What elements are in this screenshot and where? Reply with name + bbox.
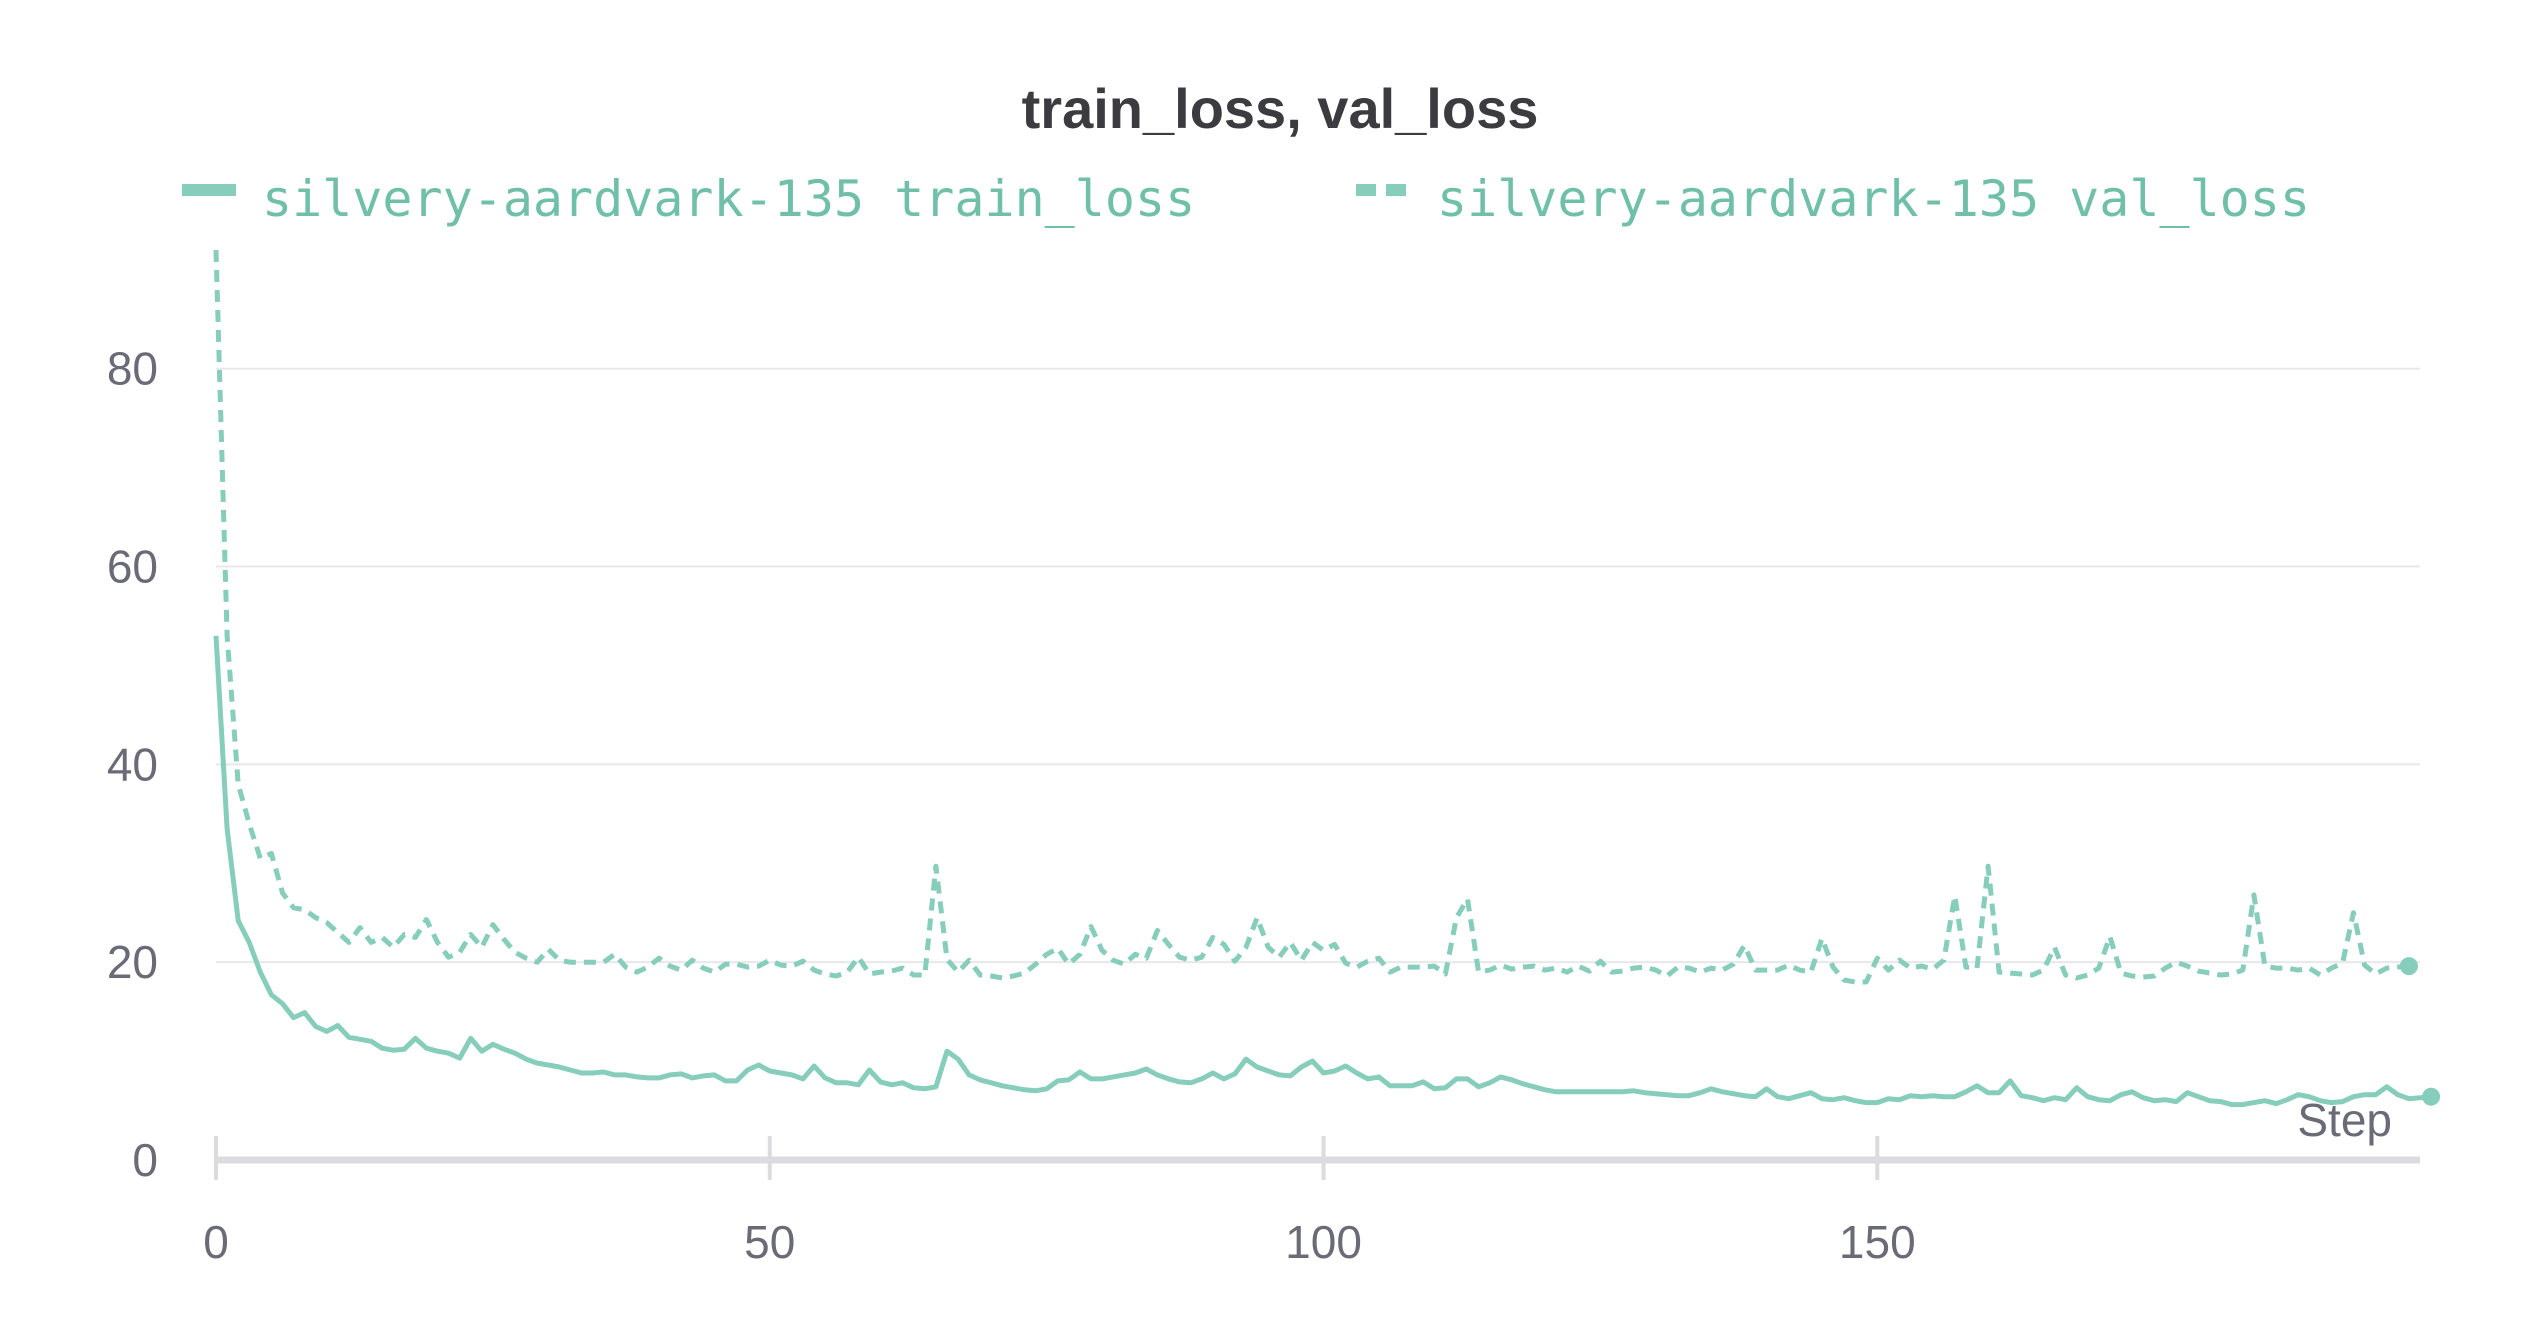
x-axis-ticks: 0 50 100 150 [203,1136,1916,1268]
y-tick-label: 20 [107,936,158,988]
legend-label-val-loss: silvery-aardvark-135 val_loss [1437,170,2310,228]
x-tick-label: 0 [203,1216,229,1268]
x-tick-label: 150 [1839,1216,1916,1268]
series-line-train-loss [213,635,2432,1108]
y-tick-label: 0 [132,1134,158,1186]
y-tick-label: 60 [107,541,158,593]
series-lines [213,249,2441,1108]
y-axis-ticks: 0 20 40 60 80 [107,343,158,1186]
series-line-val-loss [213,249,2410,985]
legend-item-val-loss[interactable]: silvery-aardvark-135 val_loss [1356,170,2310,228]
legend-label-train-loss: silvery-aardvark-135 train_loss [262,170,1195,228]
grid-lines [216,367,2420,964]
series-endpoint-train-loss [2422,1087,2441,1106]
x-tick-label: 50 [744,1216,795,1268]
legend-item-train-loss[interactable]: silvery-aardvark-135 train_loss [182,170,1195,228]
chart-title: train_loss, val_loss [1022,77,1539,140]
y-tick-label: 40 [107,738,158,790]
series-endpoint-val-loss [2399,957,2418,976]
x-tick-label: 100 [1285,1216,1362,1268]
y-tick-label: 80 [107,343,158,395]
x-axis-title: Step [2297,1094,2392,1146]
legend: silvery-aardvark-135 train_loss silvery-… [182,170,2310,228]
